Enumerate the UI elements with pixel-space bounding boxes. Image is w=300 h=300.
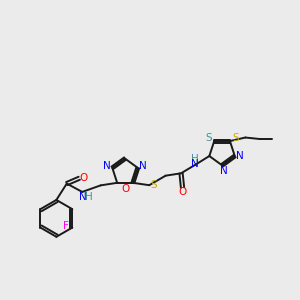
Text: F: F [63,221,69,231]
Text: H: H [191,154,199,164]
Text: N: N [236,151,244,161]
Text: N: N [139,161,147,171]
Text: O: O [79,173,87,183]
Text: N: N [103,161,111,171]
Text: H: H [85,192,93,202]
Text: O: O [178,187,187,197]
Text: N: N [191,159,199,169]
Text: N: N [220,166,227,176]
Text: O: O [121,184,129,194]
Text: S: S [232,133,238,142]
Text: S: S [206,133,212,142]
Text: S: S [151,180,157,190]
Text: N: N [79,192,87,202]
